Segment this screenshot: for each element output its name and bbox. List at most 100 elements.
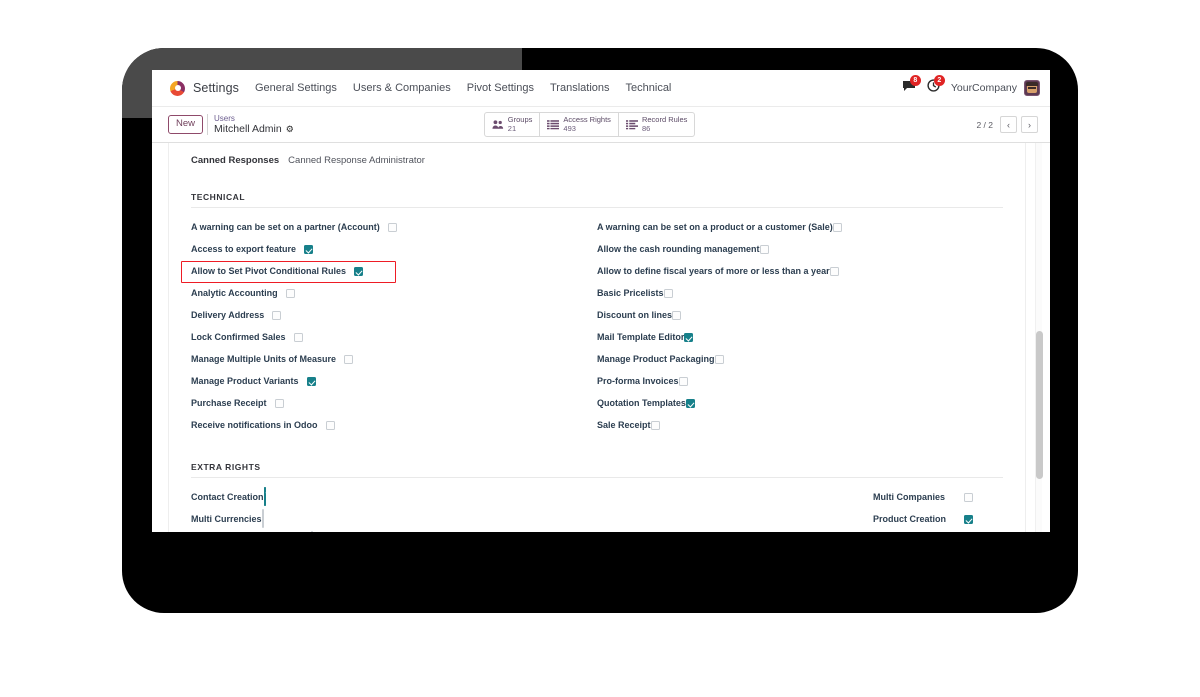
setting-row-quotation-templates[interactable]: Quotation Templates xyxy=(597,392,1003,414)
menu-pivot-settings[interactable]: Pivot Settings xyxy=(466,82,534,94)
setting-row-a-warning-can-be-set-on-a-product-or-a-customer-sale[interactable]: A warning can be set on a product or a c… xyxy=(597,216,1003,238)
setting-label-manage-product-variants: Manage Product Variants xyxy=(191,376,299,386)
new-button[interactable]: New xyxy=(168,115,204,134)
activities-button[interactable]: 2 xyxy=(927,75,945,97)
checkbox-manage-product-packaging[interactable] xyxy=(714,354,724,364)
pager-next-button[interactable]: › xyxy=(1021,116,1038,133)
technical-right-column: A warning can be set on a product or a c… xyxy=(597,216,1003,436)
app-name[interactable]: Settings xyxy=(193,81,239,95)
setting-row-lock-confirmed-sales[interactable]: Lock Confirmed Sales xyxy=(191,326,597,348)
stat-button-access-rights[interactable]: Access Rights 493 xyxy=(540,113,619,136)
checkbox-discount-on-lines[interactable] xyxy=(672,310,682,320)
setting-row-allow-to-set-pivot-conditional-rules[interactable]: Allow to Set Pivot Conditional Rules xyxy=(181,260,597,283)
setting-label-receive-notifications-in-odoo: Receive notifications in Odoo xyxy=(191,420,318,430)
checkbox-purchase-receipt[interactable] xyxy=(274,398,284,408)
checkbox-lock-confirmed-sales[interactable] xyxy=(293,332,303,342)
setting-label-lock-confirmed-sales: Lock Confirmed Sales xyxy=(191,332,286,342)
avatar[interactable] xyxy=(1024,80,1040,96)
setting-label-purchase-receipt: Purchase Receipt xyxy=(191,398,267,408)
technical-group: A warning can be set on a partner (Accou… xyxy=(181,216,1003,436)
checkbox-manage-product-variants[interactable] xyxy=(306,376,316,386)
extra-rights-right-column: Multi Companies Product Creation xyxy=(597,486,1003,532)
setting-label-mail-template-editor: Mail Template Editor xyxy=(597,332,685,342)
setting-label-a-warning-can-be-set-on-a-product-or-a-customer-sale: A warning can be set on a product or a c… xyxy=(597,222,833,232)
checkbox-a-warning-can-be-set-on-a-partner-account[interactable] xyxy=(387,222,397,232)
checkbox-receive-notifications-in-odoo[interactable] xyxy=(325,420,335,430)
checkbox-quotation-templates[interactable] xyxy=(685,398,695,408)
scrollbar-thumb[interactable] xyxy=(1036,331,1043,479)
checkbox-allow-to-define-fiscal-years-of-more-or-less-than-a-year[interactable] xyxy=(829,266,839,276)
checkbox-allow-to-set-pivot-conditional-rules[interactable] xyxy=(354,266,364,276)
checkbox-slot xyxy=(318,420,510,430)
setting-label-multi-companies: Multi Companies xyxy=(873,492,946,502)
setting-label-access-to-export-feature: Access to export feature xyxy=(191,244,297,254)
control-panel: New Users Mitchell Admin ⚙ Groups 21 xyxy=(152,107,1050,143)
checkbox-access-to-export-feature[interactable] xyxy=(304,244,314,254)
setting-label-allow-to-set-pivot-conditional-rules: Allow to Set Pivot Conditional Rules xyxy=(191,266,347,276)
pager-previous-button[interactable]: ‹ xyxy=(1000,116,1017,133)
checkbox-slot xyxy=(945,492,973,502)
breadcrumb-parent-users[interactable]: Users xyxy=(214,113,235,123)
setting-row-a-warning-can-be-set-on-a-partner-account[interactable]: A warning can be set on a partner (Accou… xyxy=(191,216,597,238)
menu-translations[interactable]: Translations xyxy=(550,82,610,94)
setting-row-multi-currencies[interactable]: Multi Currencies xyxy=(191,508,597,530)
setting-row-receive-notifications-in-odoo[interactable]: Receive notifications in Odoo xyxy=(191,414,597,436)
stat-label-access-rights: Access Rights xyxy=(563,115,611,125)
checkbox-allow-the-cash-rounding-management[interactable] xyxy=(759,244,769,254)
setting-row-manage-product-packaging[interactable]: Manage Product Packaging xyxy=(597,348,1003,370)
checkbox-mail-template-editor[interactable] xyxy=(684,332,694,342)
menu-general-settings[interactable]: General Settings xyxy=(254,82,337,94)
company-name[interactable]: YourCompany xyxy=(950,82,1017,94)
setting-row-allow-the-cash-rounding-management[interactable]: Allow the cash rounding management xyxy=(597,238,1003,260)
field-value-canned-responses[interactable]: Canned Response Administrator xyxy=(288,155,425,166)
checkbox-analytic-accounting[interactable] xyxy=(285,288,295,298)
setting-row-manage-product-variants[interactable]: Manage Product Variants xyxy=(191,370,597,392)
checkbox-manage-multiple-units-of-measure[interactable] xyxy=(344,354,354,364)
stat-button-groups[interactable]: Groups 21 xyxy=(485,113,541,136)
setting-row-basic-pricelists[interactable]: Basic Pricelists xyxy=(597,282,1003,304)
messages-button[interactable]: 8 xyxy=(902,75,921,97)
setting-row-discount-on-lines[interactable]: Discount on lines xyxy=(597,304,1003,326)
stat-button-record-rules[interactable]: Record Rules 86 xyxy=(619,113,694,136)
setting-row-allow-to-define-fiscal-years-of-more-or-less-than-a-year[interactable]: Allow to define fiscal years of more or … xyxy=(597,260,1003,282)
setting-row-manage-multiple-units-of-measure[interactable]: Manage Multiple Units of Measure xyxy=(191,348,597,370)
checkbox-slot xyxy=(286,332,478,342)
setting-row-sale-receipt[interactable]: Sale Receipt xyxy=(597,414,1003,436)
vertical-scrollbar[interactable] xyxy=(1035,143,1043,532)
extra-rights-group: Contact Creation Multi Currencies Show Ina… xyxy=(191,486,1003,532)
checkbox-basic-pricelists[interactable] xyxy=(663,288,673,298)
setting-label-sale-receipt: Sale Receipt xyxy=(597,420,651,430)
odoo-logo-icon[interactable] xyxy=(170,80,185,96)
checkbox-product-creation[interactable] xyxy=(964,514,973,524)
setting-label-analytic-accounting: Analytic Accounting xyxy=(191,288,278,298)
setting-row-multi-companies[interactable]: Multi Companies xyxy=(873,486,973,508)
checkbox-pro-forma-invoices[interactable] xyxy=(678,376,688,386)
setting-row-mail-template-editor[interactable]: Mail Template Editor xyxy=(597,326,1003,348)
setting-row-delivery-address[interactable]: Delivery Address xyxy=(191,304,597,326)
checkbox-delivery-address[interactable] xyxy=(272,310,282,320)
setting-label-manage-multiple-units-of-measure: Manage Multiple Units of Measure xyxy=(191,354,337,364)
gear-icon[interactable]: ⚙ xyxy=(285,123,294,134)
checkbox-slot xyxy=(296,244,488,254)
setting-row-product-creation[interactable]: Product Creation xyxy=(873,508,973,530)
checkbox-a-warning-can-be-set-on-a-product-or-a-customer-sale[interactable] xyxy=(832,222,842,232)
menu-users-companies[interactable]: Users & Companies xyxy=(352,82,451,94)
checkbox-multi-companies[interactable] xyxy=(964,492,973,502)
checkbox-slot xyxy=(672,310,692,320)
checkbox-sale-receipt[interactable] xyxy=(650,420,660,430)
checkbox-slot xyxy=(759,244,780,254)
checkbox-multi-currencies[interactable] xyxy=(261,509,264,528)
setting-row-pro-forma-invoices[interactable]: Pro-forma Invoices xyxy=(597,370,1003,392)
setting-label-allow-the-cash-rounding-management: Allow the cash rounding management xyxy=(597,244,760,254)
menu-technical[interactable]: Technical xyxy=(625,82,672,94)
setting-row-show-inalterability-features[interactable]: Show Inalterability Features xyxy=(191,530,597,532)
setting-row-access-to-export-feature[interactable]: Access to export feature xyxy=(191,238,597,260)
checkbox-contact-creation[interactable] xyxy=(263,487,266,506)
checkbox-show-inalterability-features[interactable] xyxy=(310,531,313,532)
setting-row-contact-creation[interactable]: Contact Creation xyxy=(191,486,597,508)
form-sheet-scroll-area: Canned Responses Canned Response Adminis… xyxy=(152,143,1050,532)
setting-row-analytic-accounting[interactable]: Analytic Accounting xyxy=(191,282,597,304)
section-title-extra-rights: EXTRA RIGHTS xyxy=(191,462,1003,478)
top-navbar: Settings General Settings Users & Compan… xyxy=(152,70,1050,107)
setting-row-purchase-receipt[interactable]: Purchase Receipt xyxy=(191,392,597,414)
